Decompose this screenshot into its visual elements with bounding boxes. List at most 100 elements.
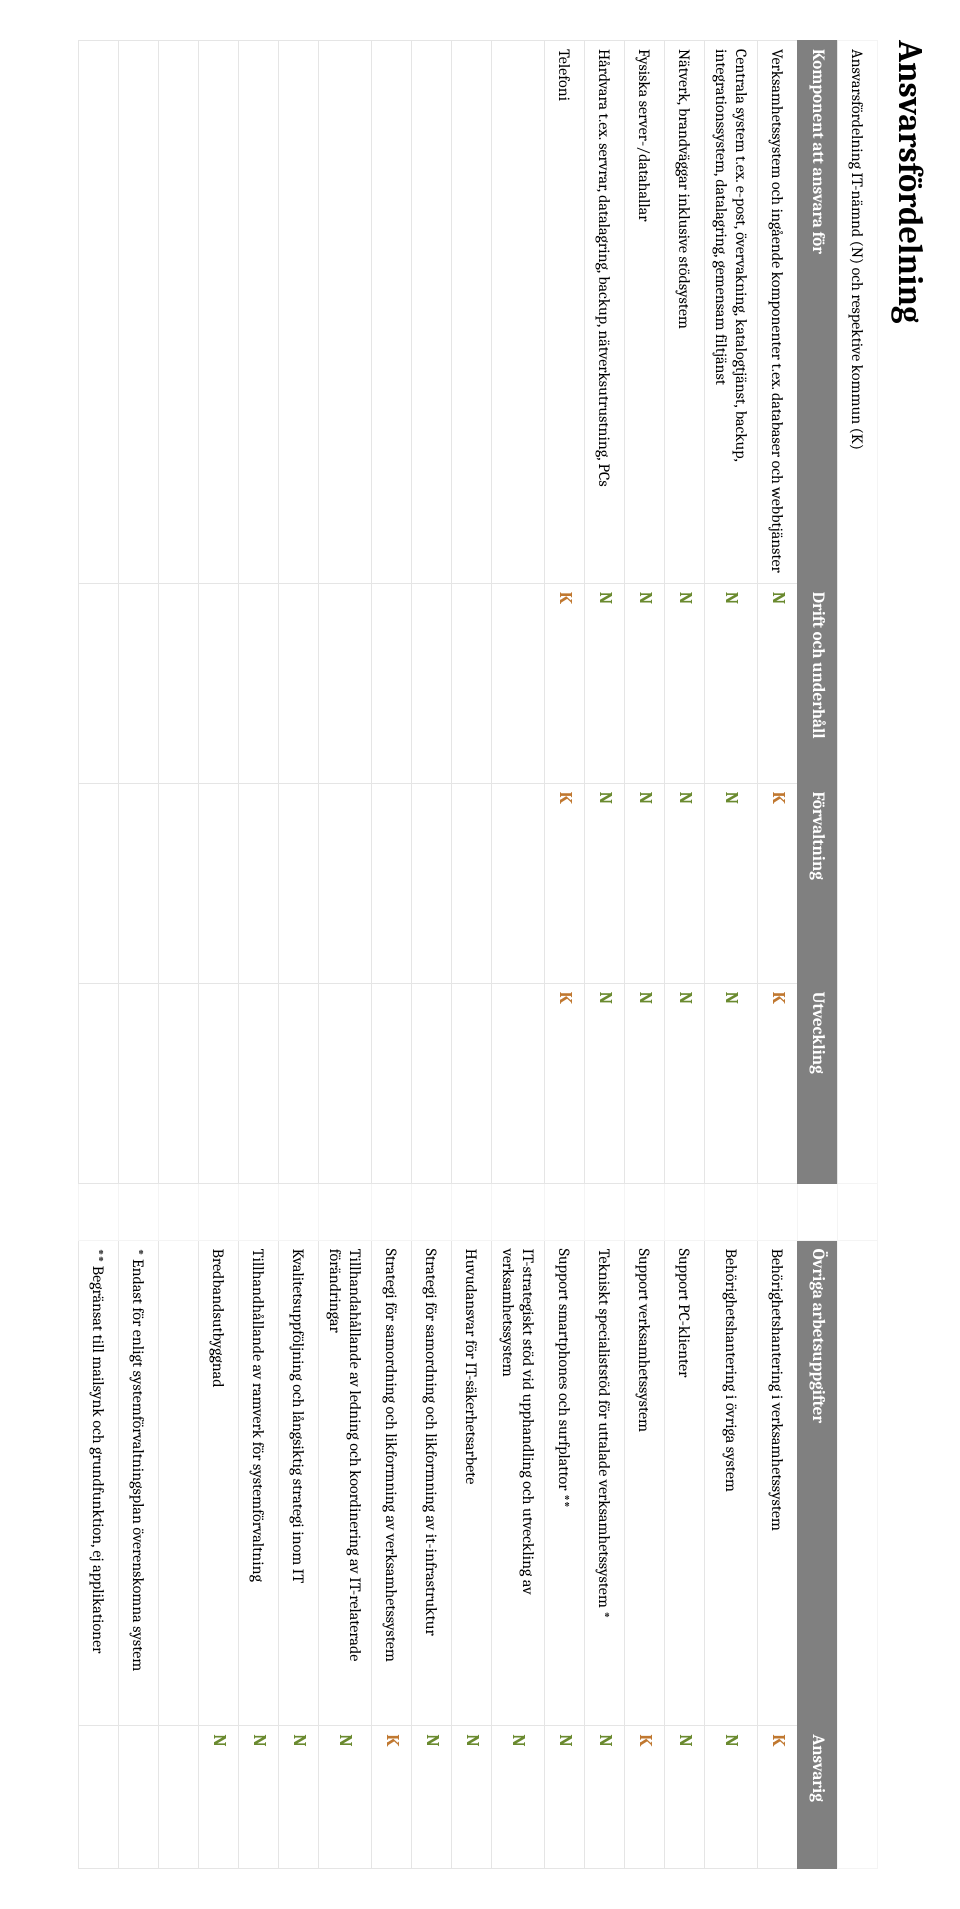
spacer	[625, 1183, 665, 1240]
cell-ansvarig: N	[585, 1726, 625, 1869]
spacer	[492, 1183, 545, 1240]
cell-component	[279, 41, 319, 584]
spacer	[319, 1183, 372, 1240]
cell-drift	[119, 583, 159, 783]
value-mark: K	[768, 792, 789, 804]
spacer	[705, 1183, 758, 1240]
value-mark: K	[768, 1734, 789, 1746]
table-row: Strategi för samordning och likformning …	[412, 41, 452, 1869]
table-row: Kvalitetsuppföljning och långsiktig stra…	[279, 41, 319, 1869]
value-mark: N	[335, 1734, 356, 1746]
cell-forvaltning	[199, 783, 239, 983]
cell-ansvarig: N	[705, 1726, 758, 1869]
cell-utveckling	[319, 983, 372, 1183]
cell-ansvarig: N	[545, 1726, 585, 1869]
cell-ansvarig: N	[319, 1726, 372, 1869]
cell-forvaltning	[492, 783, 545, 983]
value-mark: K	[555, 592, 576, 604]
cell-drift: N	[758, 583, 798, 783]
value-mark: N	[768, 592, 789, 604]
col-forvaltning: Förvaltning	[798, 783, 838, 983]
cell-forvaltning	[279, 783, 319, 983]
table-row: ** Begränsat till mailsynk och grundfunk…	[79, 41, 119, 1869]
cell-utveckling: K	[758, 983, 798, 1183]
value-mark: K	[555, 992, 576, 1004]
value-mark: N	[721, 992, 742, 1004]
value-mark: N	[289, 1734, 310, 1746]
value-mark: N	[721, 1734, 742, 1746]
value-mark: K	[768, 992, 789, 1004]
spacer	[119, 1183, 159, 1240]
cell-utveckling: N	[665, 983, 705, 1183]
value-mark: N	[675, 592, 696, 604]
spacer	[452, 1183, 492, 1240]
value-mark: N	[508, 1734, 529, 1746]
cell-drift: K	[545, 583, 585, 783]
spacer	[79, 1183, 119, 1240]
cell-component	[412, 41, 452, 584]
cell-task: Huvudansvar för IT-säkerhetsarbete	[452, 1240, 492, 1726]
cell-drift	[239, 583, 279, 783]
page-title: Ansvarsfördelning	[890, 40, 930, 1869]
cell-ansvarig: N	[279, 1726, 319, 1869]
spacer	[412, 1183, 452, 1240]
value-mark: N	[555, 1734, 576, 1746]
spacer	[239, 1183, 279, 1240]
value-mark: N	[595, 592, 616, 604]
cell-component: Fysiska server-/datahallar	[625, 41, 665, 584]
cell-drift	[372, 583, 412, 783]
cell-utveckling: K	[545, 983, 585, 1183]
cell-ansvarig: N	[492, 1726, 545, 1869]
responsibility-table: Ansvarsfördelning IT-nämnd (N) och respe…	[78, 40, 878, 1869]
caption-row: Ansvarsfördelning IT-nämnd (N) och respe…	[838, 41, 878, 1869]
table-row: * Endast för enligt systemförvaltningspl…	[119, 41, 159, 1869]
cell-drift	[79, 583, 119, 783]
cell-utveckling	[372, 983, 412, 1183]
cell-utveckling	[452, 983, 492, 1183]
value-mark: N	[595, 792, 616, 804]
cell-component	[119, 41, 159, 584]
value-mark: K	[555, 792, 576, 804]
spacer	[585, 1183, 625, 1240]
cell-ansvarig	[159, 1726, 199, 1869]
cell-forvaltning: K	[545, 783, 585, 983]
cell-task: Kvalitetsuppföljning och långsiktig stra…	[279, 1240, 319, 1726]
table-row: BredbandsutbyggnadN	[199, 41, 239, 1869]
value-mark: N	[209, 1734, 230, 1746]
table-row: Nätverk, brandväggar inklusive stödsyste…	[665, 41, 705, 1869]
cell-ansvarig: N	[665, 1726, 705, 1869]
cell-utveckling	[159, 983, 199, 1183]
table-row: Strategi för samordning och likformning …	[372, 41, 412, 1869]
cell-component	[199, 41, 239, 584]
cell-drift	[279, 583, 319, 783]
cell-component: Telefoni	[545, 41, 585, 584]
caption-text: Ansvarsfördelning IT-nämnd (N) och respe…	[838, 41, 878, 1184]
cell-forvaltning: N	[625, 783, 665, 983]
cell-task: Strategi för samordning och likformning …	[412, 1240, 452, 1726]
cell-ansvarig: N	[239, 1726, 279, 1869]
cell-task: Strategi för samordning och likformning …	[372, 1240, 412, 1726]
cell-component	[239, 41, 279, 584]
cell-utveckling	[119, 983, 159, 1183]
cell-drift	[199, 583, 239, 783]
cell-drift: N	[705, 583, 758, 783]
cell-utveckling	[492, 983, 545, 1183]
cell-utveckling: N	[705, 983, 758, 1183]
cell-forvaltning: N	[665, 783, 705, 983]
cell-task: Behörighetshantering i verksamhetssystem	[758, 1240, 798, 1726]
cell-task: Tillhandahållande av ledning och koordin…	[319, 1240, 372, 1726]
cell-drift: N	[665, 583, 705, 783]
cell-component	[159, 41, 199, 584]
table-row: Centrala system t.ex. e-post, övervaknin…	[705, 41, 758, 1869]
value-mark: N	[675, 992, 696, 1004]
value-mark: N	[635, 592, 656, 604]
cell-task: IT-strategiskt stöd vid upphandling och …	[492, 1240, 545, 1726]
cell-task: Support smartphones och surfplattor **	[545, 1240, 585, 1726]
cell-utveckling	[79, 983, 119, 1183]
cell-forvaltning: N	[585, 783, 625, 983]
cell-ansvarig	[79, 1726, 119, 1869]
cell-task: Tillhandhållande av ramverk för systemfö…	[239, 1240, 279, 1726]
cell-utveckling	[279, 983, 319, 1183]
col-component: Komponent att ansvara för	[798, 41, 838, 584]
table-row: Hårdvara t.ex. servrar, datalagring, bac…	[585, 41, 625, 1869]
